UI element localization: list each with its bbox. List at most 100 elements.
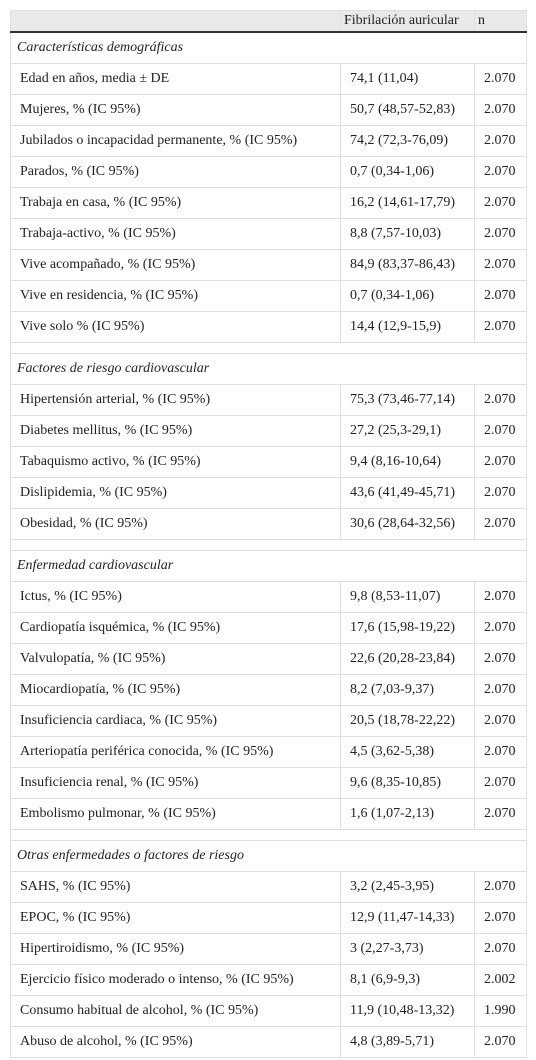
value-cell: 9,4 (8,16-10,64) [340, 446, 475, 478]
data-row: Insuficiencia cardiaca, % (IC 95%) 20,5 (… [10, 705, 527, 737]
n-cell: 2.070 [474, 384, 527, 416]
row-label: Hipertiroidismo, % (IC 95%) [10, 933, 341, 965]
section-title: Enfermedad cardiovascular [10, 550, 527, 582]
row-label: Insuficiencia renal, % (IC 95%) [10, 767, 341, 799]
n-cell: 2.002 [474, 964, 527, 996]
n-cell: 2.070 [474, 798, 527, 830]
section-title: Factores de riesgo cardiovascular [10, 353, 527, 385]
section-row: Características demográficas [10, 31, 527, 64]
value-cell: 9,6 (8,35-10,85) [340, 767, 475, 799]
row-label: Insuficiencia cardiaca, % (IC 95%) [10, 705, 341, 737]
n-cell: 2.070 [474, 125, 527, 157]
n-cell: 2.070 [474, 871, 527, 903]
data-row: Hipertiroidismo, % (IC 95%) 3 (2,27-3,73)… [10, 933, 527, 965]
row-label: Mujeres, % (IC 95%) [10, 94, 341, 126]
value-cell: 4,5 (3,62-5,38) [340, 736, 475, 768]
spacer-cell [10, 539, 527, 551]
value-cell: 75,3 (73,46-77,14) [340, 384, 475, 416]
row-label: SAHS, % (IC 95%) [10, 871, 341, 903]
row-label: Tabaquismo activo, % (IC 95%) [10, 446, 341, 478]
n-cell: 2.070 [474, 311, 527, 343]
section-row: Otras enfermedades o factores de riesgo [10, 840, 527, 872]
data-row: Insuficiencia renal, % (IC 95%) 9,6 (8,35… [10, 767, 527, 799]
value-cell: 3,2 (2,45-3,95) [340, 871, 475, 903]
data-row: Arteriopatía periférica conocida, % (IC … [10, 736, 527, 768]
data-row: Ictus, % (IC 95%) 9,8 (8,53-11,07) 2.070 [10, 581, 527, 613]
value-cell: 12,9 (11,47-14,33) [340, 902, 475, 934]
row-label: Vive acompañado, % (IC 95%) [10, 249, 341, 281]
row-label: Vive solo % (IC 95%) [10, 311, 341, 343]
row-label: Dislipidemia, % (IC 95%) [10, 477, 341, 509]
header-cell: Fibrilación auricular [340, 10, 475, 33]
section-title: Otras enfermedades o factores de riesgo [10, 840, 527, 872]
value-cell: 11,9 (10,48-13,32) [340, 995, 475, 1027]
data-row: Trabaja en casa, % (IC 95%) 16,2 (14,61-1… [10, 187, 527, 219]
row-label: Arteriopatía periférica conocida, % (IC … [10, 736, 341, 768]
row-label: Diabetes mellitus, % (IC 95%) [10, 415, 341, 447]
row-label: Ictus, % (IC 95%) [10, 581, 341, 613]
data-row: Parados, % (IC 95%) 0,7 (0,34-1,06) 2.070 [10, 156, 527, 188]
value-cell: 74,2 (72,3-76,09) [340, 125, 475, 157]
value-cell: 50,7 (48,57-52,83) [340, 94, 475, 126]
data-row: Ejercicio físico moderado o intenso, % (… [10, 964, 527, 996]
n-cell: 2.070 [474, 902, 527, 934]
data-row: Vive en residencia, % (IC 95%) 0,7 (0,34-… [10, 280, 527, 312]
value-cell: 27,2 (25,3-29,1) [340, 415, 475, 447]
value-cell: 9,8 (8,53-11,07) [340, 581, 475, 613]
row-label: Ejercicio físico moderado o intenso, % (… [10, 964, 341, 996]
value-cell: 1,6 (1,07-2,13) [340, 798, 475, 830]
row-label: Consumo habitual de alcohol, % (IC 95%) [10, 995, 341, 1027]
data-row: EPOC, % (IC 95%) 12,9 (11,47-14,33) 2.070 [10, 902, 527, 934]
row-label: Hipertensión arterial, % (IC 95%) [10, 384, 341, 416]
data-row: Cardiopatía isquémica, % (IC 95%) 17,6 (1… [10, 612, 527, 644]
row-label: Obesidad, % (IC 95%) [10, 508, 341, 540]
row-label: Valvulopatía, % (IC 95%) [10, 643, 341, 675]
data-row: Obesidad, % (IC 95%) 30,6 (28,64-32,56) 2.… [10, 508, 527, 540]
data-row: Edad en años, media ± DE 74,1 (11,04) 2.07… [10, 63, 527, 95]
value-cell: 17,6 (15,98-19,22) [340, 612, 475, 644]
n-cell: 2.070 [474, 612, 527, 644]
n-cell: 2.070 [474, 581, 527, 613]
n-cell: 2.070 [474, 63, 527, 95]
data-row: SAHS, % (IC 95%) 3,2 (2,45-3,95) 2.070 [10, 871, 527, 903]
n-cell: 2.070 [474, 187, 527, 219]
data-row: Vive acompañado, % (IC 95%) 84,9 (83,37-8… [10, 249, 527, 281]
row-label: Trabaja-activo, % (IC 95%) [10, 218, 341, 250]
value-cell: 8,8 (7,57-10,03) [340, 218, 475, 250]
spacer-cell [10, 829, 527, 841]
row-label: Jubilados o incapacidad permanente, % (I… [10, 125, 341, 157]
n-cell: 2.070 [474, 249, 527, 281]
row-label: Cardiopatía isquémica, % (IC 95%) [10, 612, 341, 644]
data-row: Hipertensión arterial, % (IC 95%) 75,3 (7… [10, 384, 527, 416]
data-row: Dislipidemia, % (IC 95%) 43,6 (41,49-45,7… [10, 477, 527, 509]
header-cell [10, 10, 341, 33]
n-cell: 2.070 [474, 736, 527, 768]
data-row: Mujeres, % (IC 95%) 50,7 (48,57-52,83) 2.0… [10, 94, 527, 126]
data-table: Fibrilación auricular n Características … [10, 10, 527, 1058]
n-cell: 2.070 [474, 767, 527, 799]
n-cell: 2.070 [474, 446, 527, 478]
n-cell: 2.070 [474, 218, 527, 250]
spacer-row [10, 342, 527, 354]
value-cell: 4,8 (3,89-5,71) [340, 1026, 475, 1058]
row-label: Trabaja en casa, % (IC 95%) [10, 187, 341, 219]
value-cell: 0,7 (0,34-1,06) [340, 280, 475, 312]
n-cell: 2.070 [474, 1026, 527, 1058]
value-cell: 74,1 (11,04) [340, 63, 475, 95]
data-row: Abuso de alcohol, % (IC 95%) 4,8 (3,89-5,… [10, 1026, 527, 1058]
header-cell: n [474, 10, 527, 33]
value-cell: 14,4 (12,9-15,9) [340, 311, 475, 343]
section-row: Enfermedad cardiovascular [10, 550, 527, 582]
spacer-cell [10, 342, 527, 354]
value-cell: 8,1 (6,9-9,3) [340, 964, 475, 996]
data-row: Jubilados o incapacidad permanente, % (I… [10, 125, 527, 157]
n-cell: 2.070 [474, 674, 527, 706]
value-cell: 8,2 (7,03-9,37) [340, 674, 475, 706]
value-cell: 84,9 (83,37-86,43) [340, 249, 475, 281]
n-cell: 2.070 [474, 705, 527, 737]
value-cell: 3 (2,27-3,73) [340, 933, 475, 965]
n-cell: 2.070 [474, 508, 527, 540]
data-row: Miocardiopatía, % (IC 95%) 8,2 (7,03-9,37… [10, 674, 527, 706]
table-body: Características demográficas Edad en años… [10, 31, 527, 1058]
